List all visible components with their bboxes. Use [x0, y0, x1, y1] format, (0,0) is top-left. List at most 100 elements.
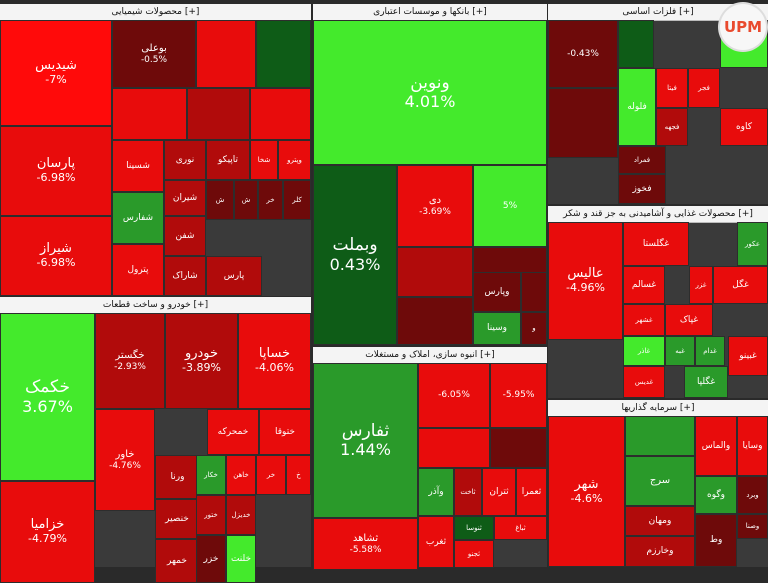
stock-tile[interactable]: [187, 88, 250, 140]
stock-tile[interactable]: [418, 428, 490, 468]
sector-header[interactable]: فلزات اساسی [+]: [548, 4, 768, 21]
stock-tile[interactable]: ورنا: [155, 455, 200, 499]
stock-tile[interactable]: تاپیکو: [206, 140, 250, 180]
stock-tile[interactable]: ثنوسا: [454, 516, 494, 540]
stock-tile[interactable]: کلر: [283, 180, 311, 220]
stock-tile[interactable]: غدام: [695, 336, 725, 366]
stock-tile[interactable]: ختور: [196, 495, 226, 535]
stock-tile[interactable]: 5%: [473, 165, 547, 247]
stock-tile[interactable]: غگلستا: [623, 222, 689, 266]
stock-tile[interactable]: فمراد: [618, 146, 666, 174]
stock-tile[interactable]: سرج: [625, 456, 695, 506]
stock-tile[interactable]: فجهه: [656, 108, 688, 146]
stock-tile[interactable]: وسینا: [473, 312, 521, 345]
stock-tile[interactable]: و: [521, 312, 547, 345]
sector-header[interactable]: سرمایه گذاریها [+]: [548, 400, 768, 417]
stock-tile[interactable]: خودرو -3.89%: [165, 313, 238, 409]
stock-tile[interactable]: خلنت: [226, 535, 256, 583]
stock-tile[interactable]: خر: [256, 455, 286, 495]
stock-tile[interactable]: کاوه: [720, 108, 768, 146]
stock-tile[interactable]: [521, 272, 547, 312]
stock-tile[interactable]: خکمک 3.67%: [0, 313, 95, 481]
stock-tile[interactable]: وبرد: [737, 476, 768, 514]
stock-tile[interactable]: غاذر: [623, 336, 665, 366]
stock-tile[interactable]: خر: [258, 180, 283, 220]
stock-tile[interactable]: دی -3.69%: [397, 165, 473, 247]
stock-tile[interactable]: ومهان: [625, 506, 695, 536]
stock-tile[interactable]: [625, 416, 695, 456]
stock-tile[interactable]: ثعمرا: [516, 468, 547, 516]
stock-tile[interactable]: غسالم: [623, 266, 665, 304]
stock-tile[interactable]: وگوه: [695, 476, 737, 514]
stock-tile[interactable]: خنصیر: [155, 499, 199, 539]
stock-tile[interactable]: [548, 88, 618, 158]
stock-tile[interactable]: غزر: [689, 266, 713, 304]
stock-tile[interactable]: وپترو: [278, 140, 311, 180]
stock-tile[interactable]: وآذر: [418, 468, 454, 516]
stock-tile[interactable]: ش: [206, 180, 234, 220]
stock-tile[interactable]: بوعلی -0.5%: [112, 20, 196, 88]
stock-tile[interactable]: ثغرب: [418, 516, 454, 568]
sector-header[interactable]: محصولات غذایی و آشامیدنی به جز قند و شکر…: [548, 206, 768, 223]
stock-tile[interactable]: [196, 20, 256, 88]
stock-tile[interactable]: ختوقا: [259, 409, 311, 455]
stock-tile[interactable]: خدیزل: [226, 495, 256, 535]
stock-tile[interactable]: ثجنو: [454, 540, 494, 568]
stock-tile[interactable]: [112, 88, 187, 140]
stock-tile[interactable]: -5.95%: [490, 363, 547, 428]
stock-tile[interactable]: غدیس: [623, 366, 665, 398]
stock-tile[interactable]: ثاخت: [454, 468, 482, 516]
stock-tile[interactable]: خزامیا -4.79%: [0, 481, 95, 583]
stock-tile[interactable]: والماس: [695, 416, 737, 476]
sector-header[interactable]: بانکها و موسسات اعتباری [+]: [313, 4, 547, 21]
stock-tile[interactable]: خزر: [196, 535, 226, 583]
stock-tile[interactable]: غگلپا: [684, 366, 728, 398]
stock-tile[interactable]: شاراک: [164, 256, 206, 296]
stock-tile[interactable]: -0.43%: [548, 20, 618, 88]
stock-tile[interactable]: پارسان -6.98%: [0, 126, 112, 216]
stock-tile[interactable]: غبینو: [728, 336, 768, 376]
stock-tile[interactable]: وط: [695, 514, 737, 567]
stock-tile[interactable]: فجر: [688, 68, 720, 108]
stock-tile[interactable]: خساپا -4.06%: [238, 313, 311, 409]
stock-tile[interactable]: [256, 20, 311, 88]
stock-tile[interactable]: غگل: [713, 266, 768, 304]
stock-tile[interactable]: ثشاهد -5.58%: [313, 518, 418, 570]
stock-tile[interactable]: خگستر -2.93%: [95, 313, 165, 409]
stock-tile[interactable]: وسایا: [737, 416, 768, 476]
stock-tile[interactable]: [618, 20, 654, 68]
stock-tile[interactable]: [397, 247, 473, 297]
stock-tile[interactable]: فلوله: [618, 68, 656, 146]
stock-tile[interactable]: غشهر: [623, 304, 665, 336]
stock-tile[interactable]: شسینا: [112, 140, 164, 192]
stock-tile[interactable]: پارس: [206, 256, 262, 296]
stock-tile[interactable]: فخوز: [618, 174, 666, 204]
stock-tile[interactable]: وخارزم: [625, 536, 695, 567]
stock-tile[interactable]: نوری: [164, 140, 206, 180]
stock-tile[interactable]: ثباغ: [494, 516, 547, 540]
stock-tile[interactable]: وبملت 0.43%: [313, 165, 397, 345]
stock-tile[interactable]: ش: [234, 180, 258, 220]
stock-tile[interactable]: شیراز -6.98%: [0, 216, 112, 296]
stock-tile[interactable]: شفارس: [112, 192, 164, 244]
stock-tile[interactable]: وپارس: [473, 272, 521, 312]
stock-tile[interactable]: خمهر: [155, 539, 199, 583]
stock-tile[interactable]: خاور -4.76%: [95, 409, 155, 511]
stock-tile[interactable]: شخا: [250, 140, 278, 180]
stock-tile[interactable]: -6.05%: [418, 363, 490, 428]
stock-tile[interactable]: ثفارس 1.44%: [313, 363, 418, 518]
stock-tile[interactable]: [490, 428, 547, 468]
stock-tile[interactable]: خمحرکه: [207, 409, 259, 455]
stock-tile[interactable]: غبه: [665, 336, 695, 366]
sector-header[interactable]: محصولات شیمیایی [+]: [0, 4, 311, 21]
stock-tile[interactable]: عالیس -4.96%: [548, 222, 623, 340]
stock-tile[interactable]: [250, 88, 311, 140]
stock-tile[interactable]: شیدیس -7%: [0, 20, 112, 126]
stock-tile[interactable]: [397, 297, 473, 345]
stock-tile[interactable]: شهر -4.6%: [548, 416, 625, 567]
stock-tile[interactable]: پترول: [112, 244, 164, 296]
stock-tile[interactable]: وصنا: [737, 514, 768, 539]
stock-tile[interactable]: خاهن: [226, 455, 256, 495]
stock-tile[interactable]: فیتا: [656, 68, 688, 108]
stock-tile[interactable]: خکار: [196, 455, 226, 495]
